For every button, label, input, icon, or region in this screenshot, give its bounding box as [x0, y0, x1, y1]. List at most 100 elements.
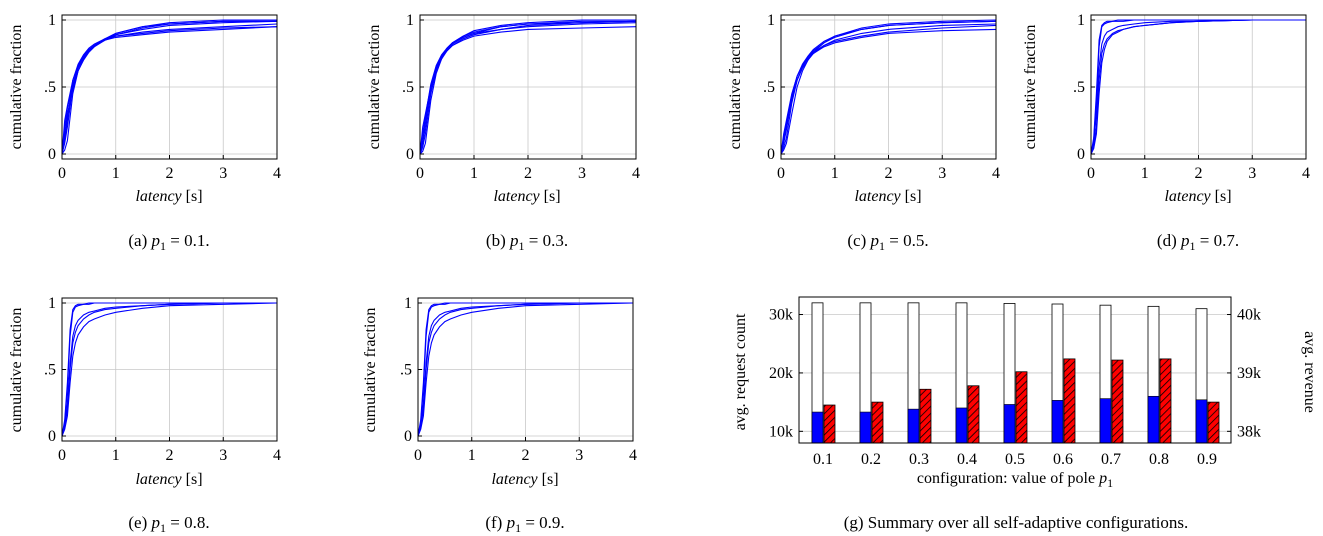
left-y-tick-label: 30k: [769, 307, 793, 324]
x-axis-label: latency [s]: [493, 188, 560, 205]
y-axis-label: cumulative fraction: [362, 308, 379, 433]
bar-hatched: [1063, 358, 1076, 444]
y-tick-label: 0: [1077, 146, 1085, 163]
x-tick-label: 2: [166, 447, 174, 464]
y-tick-label: .5: [44, 362, 56, 379]
bar-hatched: [1159, 358, 1172, 444]
x-tick-label: 0.3: [909, 451, 929, 468]
summary-panel: 0.1 0.2 0.3 0.4 0.5 0.6 0.7 0.8 0.9 10k 20k 30k 38k 3…: [732, 296, 1318, 532]
series-line-5: [417, 302, 633, 437]
x-tick-label: 0.9: [1197, 451, 1217, 468]
x-tick-label: 4: [273, 165, 281, 182]
series-line-7: [61, 20, 277, 155]
y-tick-label: 0: [767, 146, 775, 163]
grid: [419, 15, 637, 159]
right-y-tick-label: 40k: [1237, 307, 1261, 324]
y-axis-label: cumulative fraction: [8, 25, 25, 150]
x-tick-label: 4: [273, 447, 281, 464]
x-tick-label: 0.5: [1005, 451, 1025, 468]
x-tick-label: 2: [166, 165, 174, 182]
x-tick-label: 1: [470, 165, 478, 182]
bar-solid: [1195, 399, 1208, 444]
y-tick-label: 0: [406, 146, 414, 163]
y-tick-label: .5: [763, 79, 775, 96]
y-axis-label: cumulative fraction: [366, 25, 383, 150]
bar-solid: [907, 408, 920, 444]
cdf-panel-a: 0 1 2 3 4 0 .5 1 cumulative fraction latency [s…: [8, 12, 281, 253]
caption: (d) p1 = 0.7.: [1157, 231, 1239, 253]
series-line-5: [61, 302, 277, 437]
x-tick-label: 0.7: [1101, 451, 1121, 468]
x-tick-label: 4: [632, 165, 640, 182]
series-line-3: [1090, 19, 1306, 155]
series-group: [61, 302, 278, 437]
cdf-plot-d: 0 1 2 3 4 0 .5 1: [1073, 12, 1310, 182]
x-tick-label: 0.1: [813, 451, 833, 468]
bar-solid: [955, 407, 968, 444]
series-line-5: [61, 26, 278, 155]
series-line-2: [61, 302, 278, 437]
x-tick-label: 0: [58, 447, 66, 464]
y-tick-label: .5: [400, 362, 412, 379]
x-axis-label: latency [s]: [854, 188, 921, 205]
x-tick-label: 2: [524, 165, 532, 182]
x-tick-label: 2: [1195, 165, 1203, 182]
caption: (f) p1 = 0.9.: [485, 513, 564, 535]
x-tick-label: 1: [468, 447, 476, 464]
right-y-axis-label: avg. revenue: [1301, 331, 1318, 413]
caption: (b) p1 = 0.3.: [486, 231, 568, 253]
y-axis-label: cumulative fraction: [1022, 25, 1039, 150]
bar-solid: [1099, 398, 1112, 444]
x-tick-label: 3: [938, 165, 946, 182]
y-tick-label: 1: [1077, 12, 1085, 29]
series-group: [1090, 19, 1306, 155]
grid: [780, 15, 997, 159]
x-tick-label: 0.6: [1053, 451, 1073, 468]
y-axis-label: cumulative fraction: [8, 308, 25, 433]
summary-bar-plot: 0.1 0.2 0.3 0.4 0.5 0.6 0.7 0.8 0.9 10k 20k 30k 38k 3…: [769, 296, 1261, 468]
x-tick-label: 3: [575, 447, 583, 464]
x-tick-label: 1: [1141, 165, 1149, 182]
caption: (g) Summary over all self-adaptive confi…: [844, 513, 1189, 532]
grid: [1090, 15, 1307, 159]
cdf-plot-b: 0 1 2 3 4 0 .5 1: [402, 12, 640, 182]
x-tick-label: 4: [629, 447, 637, 464]
bar-hatched: [1111, 359, 1124, 444]
x-axis-label: latency [s]: [135, 471, 202, 488]
y-tick-label: 1: [48, 12, 56, 29]
caption: (e) p1 = 0.8.: [128, 513, 209, 535]
bar-solid: [1051, 400, 1064, 444]
x-axis-label: configuration: value of pole p1: [917, 470, 1113, 490]
x-tick-label: 3: [1248, 165, 1256, 182]
bar-solid: [859, 411, 872, 444]
series-group: [61, 19, 278, 155]
y-tick-label: 1: [767, 12, 775, 29]
x-tick-label: 0: [58, 165, 66, 182]
left-y-tick-label: 20k: [769, 365, 793, 382]
series-line-5: [1090, 19, 1306, 155]
caption: (c) p1 = 0.5.: [847, 231, 928, 253]
x-tick-label: 0: [777, 165, 785, 182]
series-line-4: [417, 302, 633, 437]
bar-solid: [811, 411, 824, 444]
cdf-plot-f: 0 1 2 3 4 0 .5 1: [400, 295, 637, 464]
x-axis-label: latency [s]: [1164, 188, 1231, 205]
cdf-panel-c: 0 1 2 3 4 0 .5 1 cumulative fraction latency [s…: [727, 12, 1000, 253]
x-tick-label: 0: [414, 447, 422, 464]
bar-hatched: [1207, 401, 1220, 444]
bar-hatched: [823, 404, 836, 444]
y-tick-label: 0: [48, 146, 56, 163]
cdf-panel-f: 0 1 2 3 4 0 .5 1 cumulative fraction latency [s…: [362, 295, 637, 535]
cdf-plot-e: 0 1 2 3 4 0 .5 1: [44, 295, 281, 464]
x-tick-label: 0.4: [957, 451, 977, 468]
left-y-tick-label: 10k: [769, 423, 793, 440]
x-tick-label: 0.8: [1149, 451, 1169, 468]
bar-hatched: [871, 401, 884, 444]
plot-frame: [798, 296, 1232, 444]
x-tick-label: 1: [831, 165, 839, 182]
series-line-6: [419, 22, 637, 155]
bars: [811, 302, 1220, 444]
series-line-4: [419, 20, 637, 155]
y-tick-label: .5: [44, 79, 56, 96]
x-tick-label: 1: [112, 165, 120, 182]
